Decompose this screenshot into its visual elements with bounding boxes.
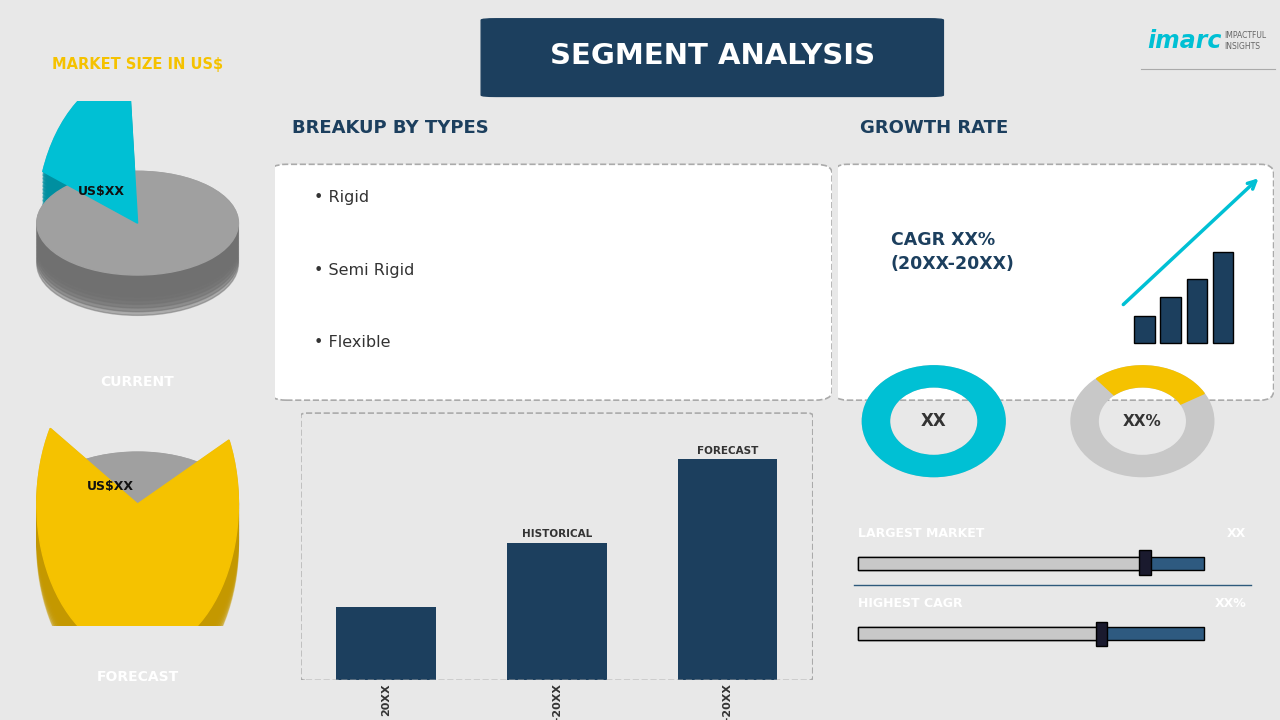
Wedge shape: [42, 91, 138, 241]
Wedge shape: [863, 366, 1005, 477]
Bar: [677, 459, 777, 680]
Wedge shape: [42, 94, 138, 246]
Text: US$XX: US$XX: [87, 480, 134, 493]
FancyBboxPatch shape: [835, 164, 1274, 400]
Text: US$XX: US$XX: [78, 185, 124, 198]
FancyBboxPatch shape: [1096, 621, 1107, 647]
FancyBboxPatch shape: [858, 557, 1204, 570]
Ellipse shape: [37, 212, 238, 315]
Text: GROWTH RATE: GROWTH RATE: [860, 119, 1009, 137]
Wedge shape: [37, 439, 238, 666]
Wedge shape: [42, 113, 138, 264]
Text: FORECAST: FORECAST: [96, 670, 179, 684]
Text: IMPACTFUL
INSIGHTS: IMPACTFUL INSIGHTS: [1225, 31, 1267, 51]
Wedge shape: [42, 76, 138, 227]
Wedge shape: [37, 451, 238, 678]
Ellipse shape: [37, 470, 238, 574]
FancyBboxPatch shape: [1134, 315, 1155, 343]
Text: • Flexible: • Flexible: [314, 336, 390, 350]
Wedge shape: [42, 87, 138, 238]
Text: XX: XX: [1228, 527, 1247, 540]
FancyBboxPatch shape: [858, 557, 1146, 570]
Wedge shape: [37, 428, 238, 655]
Text: BREAKUP BY TYPES: BREAKUP BY TYPES: [292, 119, 489, 137]
Ellipse shape: [37, 463, 238, 567]
Wedge shape: [37, 446, 238, 673]
Text: • Rigid: • Rigid: [314, 190, 370, 205]
Text: XX%: XX%: [1215, 597, 1247, 610]
Ellipse shape: [37, 186, 238, 289]
Text: SEGMENT ANALYSIS: SEGMENT ANALYSIS: [549, 42, 874, 70]
Text: CAGR XX%
(20XX-20XX): CAGR XX% (20XX-20XX): [891, 231, 1015, 273]
Wedge shape: [37, 443, 238, 670]
Wedge shape: [37, 462, 238, 688]
Wedge shape: [863, 366, 1005, 477]
FancyBboxPatch shape: [481, 19, 943, 96]
Ellipse shape: [37, 474, 238, 578]
Ellipse shape: [37, 459, 238, 563]
Wedge shape: [42, 73, 138, 223]
FancyBboxPatch shape: [1212, 252, 1233, 343]
Ellipse shape: [37, 204, 238, 308]
Text: imarc: imarc: [1147, 29, 1221, 53]
FancyBboxPatch shape: [1187, 279, 1207, 343]
Ellipse shape: [37, 179, 238, 282]
FancyBboxPatch shape: [858, 627, 1204, 640]
Wedge shape: [37, 454, 238, 681]
FancyBboxPatch shape: [270, 164, 832, 400]
Wedge shape: [37, 458, 238, 685]
Wedge shape: [37, 432, 238, 659]
Ellipse shape: [37, 201, 238, 305]
Text: • Semi Rigid: • Semi Rigid: [314, 263, 415, 278]
Ellipse shape: [37, 485, 238, 589]
Wedge shape: [37, 436, 238, 662]
Text: LARGEST MARKET: LARGEST MARKET: [858, 527, 984, 540]
Wedge shape: [42, 106, 138, 256]
Wedge shape: [42, 98, 138, 249]
Ellipse shape: [37, 208, 238, 312]
Text: HIGHEST CAGR: HIGHEST CAGR: [858, 597, 963, 610]
Text: HISTORICAL: HISTORICAL: [522, 529, 591, 539]
Ellipse shape: [37, 492, 238, 596]
Ellipse shape: [37, 456, 238, 559]
Bar: [337, 607, 436, 680]
Ellipse shape: [37, 467, 238, 570]
Wedge shape: [1097, 366, 1204, 404]
Ellipse shape: [37, 175, 238, 279]
Wedge shape: [1071, 366, 1213, 477]
Text: FORECAST: FORECAST: [696, 446, 758, 456]
Wedge shape: [37, 465, 238, 692]
Text: MARKET SIZE IN US$: MARKET SIZE IN US$: [52, 58, 223, 72]
Ellipse shape: [37, 171, 238, 275]
Text: XX: XX: [920, 412, 947, 430]
Ellipse shape: [37, 482, 238, 585]
Ellipse shape: [37, 171, 238, 275]
Ellipse shape: [37, 197, 238, 301]
Text: CURRENT: CURRENT: [101, 374, 174, 389]
Ellipse shape: [37, 182, 238, 286]
Ellipse shape: [37, 189, 238, 293]
Wedge shape: [37, 469, 238, 696]
Ellipse shape: [37, 489, 238, 593]
Wedge shape: [42, 102, 138, 253]
Wedge shape: [42, 109, 138, 260]
FancyBboxPatch shape: [1139, 550, 1151, 575]
Bar: [507, 543, 607, 680]
Ellipse shape: [37, 478, 238, 582]
Ellipse shape: [37, 452, 238, 556]
Wedge shape: [42, 73, 138, 223]
Wedge shape: [42, 80, 138, 230]
Ellipse shape: [37, 194, 238, 297]
FancyBboxPatch shape: [1161, 297, 1181, 343]
Ellipse shape: [37, 452, 238, 556]
Wedge shape: [37, 428, 238, 655]
FancyBboxPatch shape: [858, 627, 1103, 640]
Text: XX%: XX%: [1123, 414, 1162, 428]
Wedge shape: [42, 84, 138, 234]
